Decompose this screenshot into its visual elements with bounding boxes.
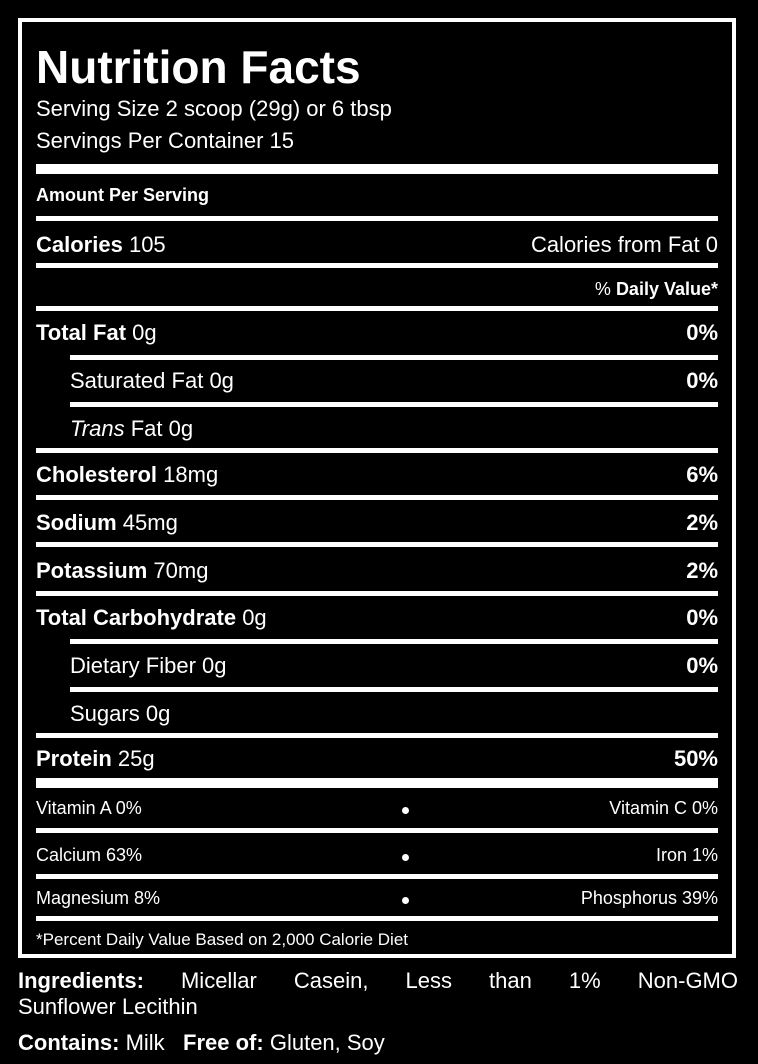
nutrient-row-protein: Protein 25g 50%: [36, 746, 718, 771]
divider: [36, 263, 718, 268]
nutrient-row-trans-fat: Trans Fat 0g: [70, 416, 194, 441]
calories-label: Calories: [36, 232, 123, 257]
free-of-label: Free of:: [183, 1030, 264, 1055]
servings-per-container: Servings Per Container 15: [36, 128, 295, 153]
bullet-icon: [402, 854, 409, 861]
divider: [36, 216, 718, 221]
nutrient-row-cholesterol: Cholesterol 18mg 6%: [36, 462, 718, 487]
serving-size: Serving Size 2 scoop (29g) or 6 tbsp: [36, 96, 392, 121]
nutrient-row-sugars: Sugars 0g: [70, 701, 171, 726]
calories-from-fat: Calories from Fat 0: [530, 232, 718, 257]
thick-divider: [36, 778, 718, 788]
nutrition-facts-title: Nutrition Facts: [36, 41, 361, 93]
contains-value: Milk: [125, 1030, 165, 1055]
allergen-line: Contains: Milk Free of: Gluten, Soy: [18, 1028, 385, 1058]
ingredients-line: Ingredients: Micellar Casein, Less than …: [18, 968, 738, 994]
nutrient-row-sodium: Sodium 45mg 2%: [36, 510, 718, 535]
nutrient-row-potassium: Potassium 70mg 2%: [36, 558, 718, 583]
divider: [36, 542, 718, 547]
free-of-value: Gluten, Soy: [269, 1030, 385, 1055]
daily-value-header: % Daily Value*: [594, 279, 718, 299]
bullet-icon: [402, 897, 409, 904]
nutrient-row-total-fat: Total Fat 0g 0%: [36, 320, 718, 345]
divider: [36, 874, 718, 879]
vitamin-row: Calcium 63% Iron 1%: [36, 845, 718, 865]
vitamin-row: Vitamin A 0% Vitamin C 0%: [36, 798, 718, 818]
divider: [36, 733, 718, 738]
vitamin-row: Magnesium 8% Phosphorus 39%: [36, 888, 718, 908]
divider: [36, 916, 718, 921]
thick-divider: [36, 164, 718, 174]
ingredients-text-continued: Sunflower Lecithin: [18, 994, 198, 1019]
amount-per-serving: Amount Per Serving: [36, 185, 210, 205]
nutrient-row-dietary-fiber: Dietary Fiber 0g 0%: [70, 653, 718, 678]
bullet-icon: [402, 807, 409, 814]
divider: [36, 306, 718, 311]
divider: [70, 687, 718, 692]
daily-value-footnote: *Percent Daily Value Based on 2,000 Calo…: [36, 930, 409, 949]
divider: [70, 639, 718, 644]
nutrition-facts-panel: Nutrition Facts Serving Size 2 scoop (29…: [18, 18, 736, 958]
divider: [70, 355, 718, 360]
contains-label: Contains:: [18, 1030, 120, 1055]
divider: [70, 402, 718, 407]
nutrient-row-total-carbohydrate: Total Carbohydrate 0g 0%: [36, 605, 718, 630]
ingredients-label: Ingredients:: [18, 968, 144, 993]
ingredients-text: Micellar Casein, Less than 1% Non-GMO: [180, 968, 738, 993]
divider: [36, 591, 718, 596]
calories-value: 105: [128, 232, 166, 257]
nutrient-row-saturated-fat: Saturated Fat 0g 0%: [70, 368, 718, 393]
divider: [36, 828, 718, 833]
divider: [36, 495, 718, 500]
calories-row: Calories 105 Calories from Fat 0: [36, 230, 718, 260]
divider: [36, 448, 718, 453]
